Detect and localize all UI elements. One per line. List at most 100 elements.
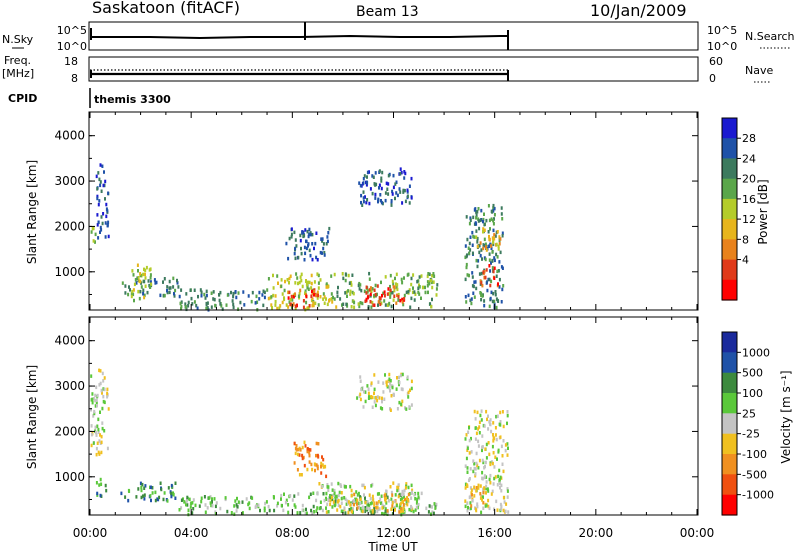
velocity-range-cell — [407, 492, 410, 497]
power-range-cell — [480, 248, 483, 252]
power-range-cell — [205, 293, 208, 298]
velocity-range-cell — [404, 406, 406, 410]
velocity-range-cell — [327, 488, 330, 492]
velocity-range-cell — [474, 472, 477, 476]
power-range-cell — [288, 300, 291, 304]
velocity-range-cell — [347, 500, 350, 504]
velocity-range-cell — [384, 373, 386, 377]
x-tick-labels: 00:00 04:00 08:00 12:00 16:00 20:00 00:00 — [73, 526, 715, 540]
power-range-cell — [353, 300, 356, 305]
velocity-range-cell — [414, 497, 417, 501]
power-range-cell — [492, 209, 495, 213]
power-range-cell — [231, 299, 234, 303]
velocity-range-cell — [325, 506, 327, 510]
power-range-cell — [311, 291, 314, 295]
power-range-cell — [377, 303, 379, 307]
power-range-cell — [94, 232, 97, 237]
power-range-cell — [488, 218, 491, 223]
power-range-cell — [475, 229, 478, 233]
velocity-range-cell — [180, 506, 183, 510]
power-range-cell — [495, 297, 498, 301]
power-range-cell — [139, 272, 142, 276]
velocity-range-cell — [331, 497, 334, 502]
power-range-cell — [104, 235, 107, 239]
power-range-cell — [464, 244, 467, 248]
velocity-range-cell — [356, 506, 359, 510]
velocity-range-cell — [488, 420, 491, 424]
velocity-range-cell — [334, 499, 337, 504]
velocity-range-cell — [406, 375, 409, 379]
power-range-cell — [276, 274, 279, 278]
power-range-cell — [307, 306, 310, 310]
velocity-range-cell — [325, 491, 328, 496]
power-range-cell — [369, 300, 372, 304]
power-range-cell — [272, 293, 275, 298]
velocity-range-cell — [401, 489, 404, 494]
velocity-range-cell — [101, 371, 104, 376]
power-range-cell — [105, 202, 108, 207]
velocity-range-cell — [506, 413, 509, 418]
power-range-cell — [97, 202, 100, 207]
power-range-cell — [90, 230, 93, 234]
velocity-range-cell — [291, 498, 294, 502]
power-range-cell — [492, 269, 495, 274]
power-range-cell — [280, 278, 283, 282]
power-range-cell — [286, 278, 289, 282]
power-range-cell — [212, 290, 215, 294]
velocity-range-cell — [304, 511, 307, 516]
velocity-range-cell — [268, 508, 271, 513]
power-range-cell — [431, 297, 433, 302]
power-range-cell — [472, 215, 475, 220]
power-range-cell — [481, 283, 484, 288]
power-range-cell — [288, 290, 291, 295]
power-range-cell — [104, 221, 107, 225]
velocity-range-cell — [466, 448, 469, 452]
power-range-cell — [396, 293, 398, 298]
power-range-cell — [325, 285, 328, 289]
power-range-cell — [492, 242, 495, 247]
power-range-cell — [473, 280, 476, 284]
power-range-cell — [166, 290, 169, 295]
power-range-cell — [374, 183, 377, 187]
velocity-range-cell — [489, 473, 492, 478]
power-range-cell — [322, 246, 325, 251]
velocity-range-cell — [329, 502, 332, 507]
velocity-range-cell — [248, 506, 251, 511]
velocity-range-cell — [506, 487, 509, 491]
velocity-range-cell — [383, 397, 386, 401]
velocity-range-cell — [359, 379, 362, 383]
power-range-cell — [169, 286, 172, 290]
power-range-cell — [311, 303, 314, 308]
power-range-cell — [344, 278, 347, 283]
velocity-range-cell — [333, 488, 336, 493]
velocity-range-cell — [475, 461, 478, 466]
velocity-range-cell — [378, 507, 381, 511]
power-colorbar-swatch — [722, 178, 737, 200]
power-range-cell — [501, 217, 504, 221]
velocity-range-cell — [389, 408, 392, 412]
velocity-range-cell — [143, 497, 146, 501]
velocity-range-cell — [417, 491, 420, 496]
power-range-cell — [99, 225, 102, 230]
power-range-cell — [497, 269, 500, 273]
power-range-cell — [308, 280, 311, 285]
velocity-range-cell — [482, 501, 485, 505]
power-range-cell — [184, 305, 187, 309]
power-range-cell — [254, 301, 257, 305]
velocity-range-cell — [368, 493, 371, 497]
power-range-cell — [300, 246, 302, 251]
power-range-cell — [339, 297, 342, 301]
velocity-range-cell — [299, 511, 302, 515]
velocity-range-cell — [154, 490, 157, 495]
velocity-range-cell — [355, 490, 358, 494]
power-range-cell — [436, 283, 439, 287]
power-range-cell — [493, 233, 496, 237]
velocity-range-cell — [92, 414, 95, 418]
velocity-range-cell — [469, 501, 472, 505]
velocity-range-cell — [101, 406, 104, 411]
velocity-range-cell — [94, 393, 97, 398]
power-range-cell — [106, 222, 109, 227]
velocity-range-cell — [366, 384, 369, 388]
power-range-cell — [98, 177, 101, 182]
power-range-cell — [305, 294, 308, 299]
